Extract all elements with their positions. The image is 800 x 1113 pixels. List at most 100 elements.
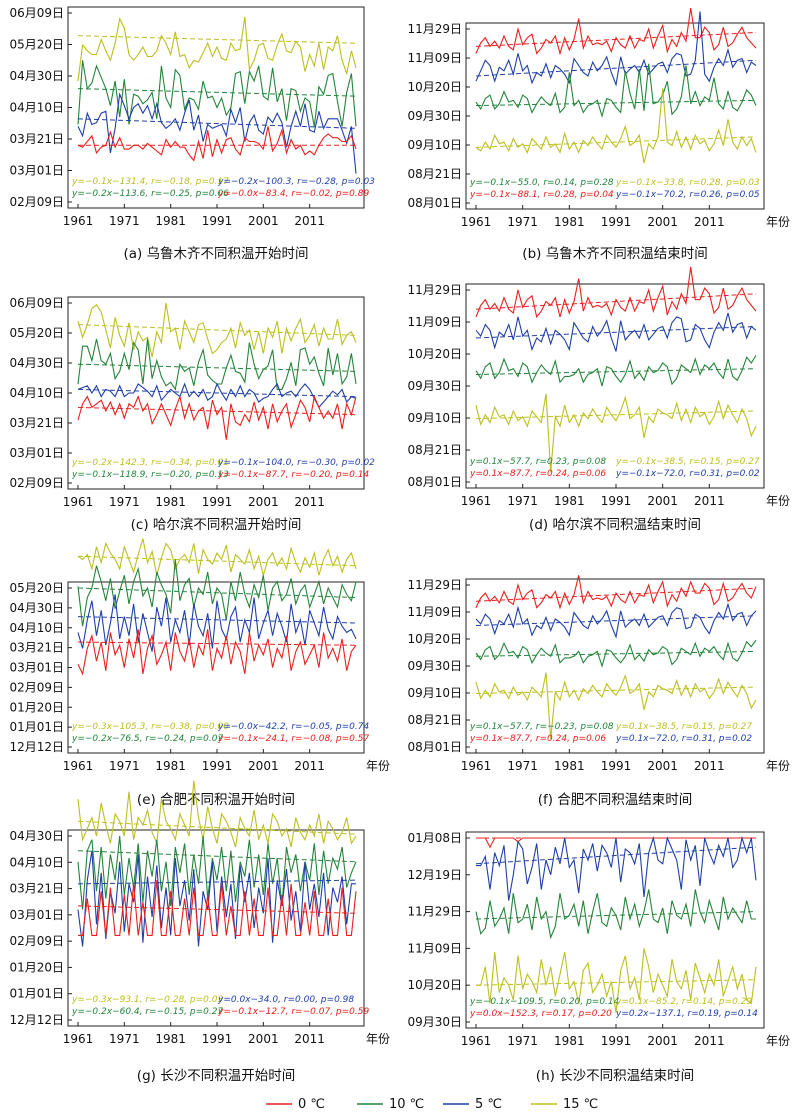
regression-equation: y=−0.1x−87.7, r=−0.20, p=0.14 [217,470,369,480]
series-line-0c [77,394,357,440]
y-tick-label: 11月09日 [407,51,462,65]
plot-frame [67,829,365,1027]
x-tick-label: 2001 [248,1032,279,1046]
series-line-0c [78,880,357,936]
trend-line [475,846,757,865]
chart-panel-2: 11月29日 11月09日 10月20日 09月30日 09月10日 08月21日 08月0… [407,8,790,262]
regression-equation: y=−0.1x−72.0, r=0.31, p=0.02 [615,469,760,479]
x-tick-label: 2001 [248,495,279,509]
x-tick-label: 2011 [694,494,725,508]
y-tick-label: 11月29日 [407,578,462,592]
series-line-5c [475,312,757,352]
regression-equation: y=−0.1x−104.0, r=−0.30, p=0.02 [217,458,375,468]
x-tick-label: 1971 [109,495,140,509]
legend-label: 0 ℃ [298,1097,325,1112]
regression-equation: y=−0.3x−105.3, r=−0.38, p=0.00 [71,722,229,732]
y-tick-label: 09月30日 [407,659,462,673]
y-tick-label: 08月01日 [407,740,462,754]
series-line-15c [77,780,357,848]
y-tick-label: 03月01日 [9,908,64,922]
y-tick-label: 04月30日 [9,829,64,843]
trend-line [77,587,357,599]
trend-line [475,99,757,107]
x-tick-label: 1981 [155,759,186,773]
y-tick-label: 03月01日 [9,164,64,178]
trend-line [77,616,357,624]
series-line-0c [475,575,757,610]
y-tick-label: 01月20日 [9,700,64,714]
y-tick-label: 08月01日 [407,475,462,489]
x-tick-label: 1981 [554,1034,585,1048]
y-tick-label: 09月30日 [407,109,462,123]
trend-line [77,820,357,835]
x-tick-label: 1961 [63,759,94,773]
regression-equation: y=0.1x−87.7, r=0.24, p=0.06 [469,469,606,479]
regression-equation: y=−0.1x−109.5, r=0.20, p=0.14 [469,997,620,1007]
x-tick-label: 1971 [507,494,538,508]
y-tick-label: 01月01日 [9,720,64,734]
trend-line [475,325,757,339]
x-tick-label: 1961 [63,214,94,228]
y-tick-label: 06月09日 [9,6,64,20]
y-tick-label: 03月21日 [9,416,64,430]
series-line-0c [475,8,757,56]
x-tick-label: 1971 [507,215,538,229]
regression-equation: y=−0.3x−93.1, r=−0.28, p=0.03 [71,995,223,1005]
series-line-15c [77,16,357,82]
y-tick-label: 02月09日 [9,934,64,948]
y-tick-label: 08月21日 [407,713,462,727]
trend-line [475,293,757,310]
x-tick-label: 1991 [601,494,632,508]
chart-panel-1: 06月09日 05月20日 04月30日 04月10日 03月21日 03月01日 02月0… [9,6,375,262]
x-tick-label: 1971 [109,759,140,773]
x-tick-label: 1981 [554,494,585,508]
series-line-0c [77,629,357,676]
x-tick-label: 1991 [601,759,632,773]
chart-panel-7: 04月30日 04月10日 03月21日 03月01日 02月09日 01月20日 01月0… [9,780,390,1084]
y-tick-label: 04月10日 [9,855,64,869]
regression-equation: y=0.1x−57.7, r=−0.23, p=0.08 [469,722,614,732]
y-tick-label: 11月09日 [407,315,462,329]
x-tick-label: 1961 [461,1034,492,1048]
legend: 0 ℃ 10 ℃ 5 ℃ 15 ℃ [266,1097,598,1112]
y-tick-label: 10月20日 [407,347,462,361]
x-tick-label: 1981 [155,1032,186,1046]
regression-equation: y=−0.2x−60.4, r=−0.15, p=0.27 [71,1007,223,1017]
trend-line [77,406,357,416]
x-unit-label: 年份 [766,759,790,773]
y-tick-label: 09月10日 [407,411,462,425]
x-tick-label: 2001 [248,759,279,773]
y-tick-label: 04月10日 [9,386,64,400]
y-tick-label: 03月21日 [9,882,64,896]
series-line-10c [475,889,756,940]
trend-line [77,641,357,646]
regression-equation: y=−0.0x−42.2, r=−0.05, p=0.74 [217,722,369,732]
y-tick-label: 05月20日 [9,326,64,340]
regression-equation: y=−0.1x−70.2, r=0.26, p=0.05 [615,190,760,200]
legend-label: 5 ℃ [475,1097,502,1112]
series-line-15c [77,538,357,578]
panel-caption: (b) 乌鲁木齐不同积温结束时间 [522,246,707,262]
regression-equation: y=0.1x−85.2, r=0.14, p=0.29 [615,997,752,1007]
x-tick-label: 2011 [694,759,725,773]
series-line-5c [475,602,757,639]
panel-caption: (d) 哈尔滨不同积温结束时间 [529,517,701,533]
y-tick-label: 11月09日 [407,941,462,955]
series-line-10c [475,355,757,387]
y-tick-label: 03月01日 [9,446,64,460]
x-unit-label: 年份 [366,759,390,773]
series-line-5c [476,835,757,901]
y-tick-label: 11月09日 [407,605,462,619]
y-tick-label: 10月20日 [407,632,462,646]
y-tick-label: 11月29日 [407,22,462,36]
series-line-10c [77,338,357,391]
x-tick-label: 2011 [294,495,325,509]
x-tick-label: 2001 [647,1034,678,1048]
trend-line [475,911,757,920]
x-tick-label: 2011 [694,215,725,229]
series-line-0c [475,266,757,319]
y-tick-label: 09月30日 [407,379,462,393]
trend-line [77,388,357,398]
